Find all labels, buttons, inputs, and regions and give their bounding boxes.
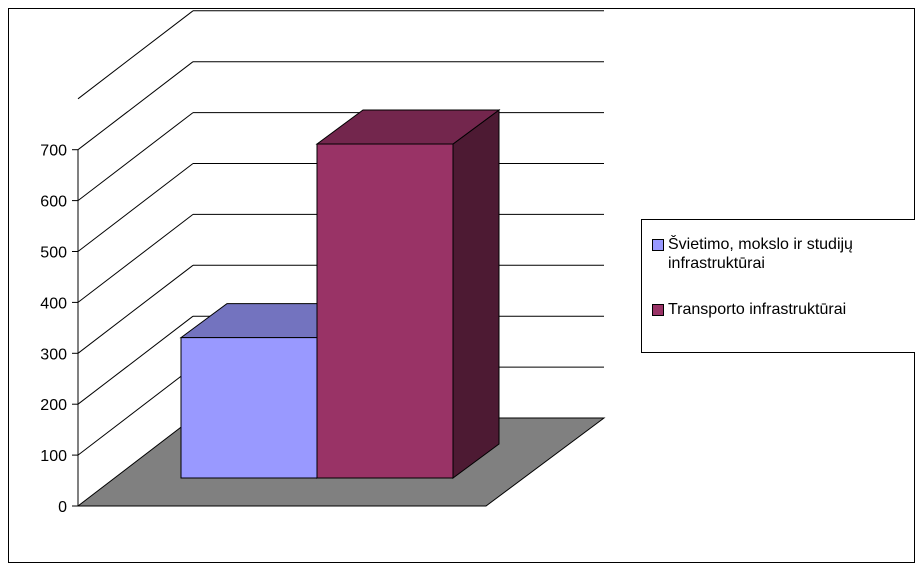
gridline-diagonal — [77, 214, 194, 303]
bar-side-face — [452, 109, 500, 479]
y-tick-label: 300 — [40, 346, 67, 363]
y-tick-label: 500 — [40, 245, 67, 262]
bar-front-face — [316, 143, 454, 479]
gridline-diagonal — [77, 315, 194, 405]
y-tick-label: 100 — [40, 448, 67, 465]
legend: Švietimo, mokslo ir studijų infrastruktū… — [641, 219, 915, 353]
gridline-diagonal — [77, 61, 194, 151]
legend-swatch-transport — [652, 304, 664, 316]
y-tick-label: 700 — [40, 143, 67, 160]
legend-label-transport: Transporto infrastruktūrai — [668, 301, 847, 318]
gridline-diagonal — [77, 163, 194, 252]
y-tick-label: 0 — [58, 499, 67, 516]
y-tick-label: 600 — [40, 194, 67, 211]
gridline-diagonal — [77, 264, 194, 354]
y-axis: 0 100 200 300 400 500 600 700 — [40, 143, 78, 516]
legend-label-education: Švietimo, mokslo ir studijų infrastruktū… — [668, 235, 853, 273]
legend-label-education-line1: Švietimo, mokslo ir studijų — [668, 236, 853, 253]
bars — [179, 109, 501, 479]
gridline-diagonal — [77, 366, 194, 456]
y-tick-label: 400 — [40, 295, 67, 312]
bar-front-face — [180, 337, 318, 479]
bar-transport — [315, 109, 501, 479]
legend-swatch-education — [652, 239, 664, 251]
gridline-diagonal — [77, 10, 194, 100]
gridline-diagonal — [77, 112, 194, 201]
y-tick-label: 200 — [40, 397, 67, 414]
legend-label-education-line2: infrastruktūrai — [668, 255, 765, 272]
